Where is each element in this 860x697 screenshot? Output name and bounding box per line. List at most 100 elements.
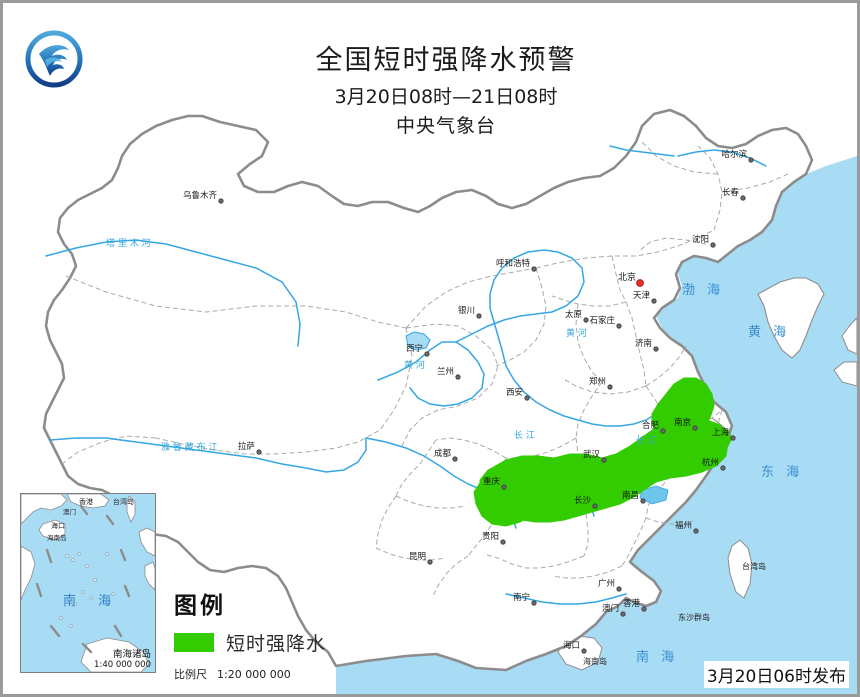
inset-graphic: 香港 台湾岛 澳门 海口 海南岛	[21, 494, 155, 672]
city-marker: 北京	[618, 271, 644, 287]
scale-value: 1:20 000 000	[217, 668, 291, 681]
city-dot	[531, 266, 537, 272]
capital-dot	[636, 279, 644, 287]
city-label: 乌鲁木齐	[183, 190, 218, 201]
city-label: 南昌	[622, 490, 639, 501]
sea-label: 渤 海	[682, 282, 724, 298]
city-dot	[640, 498, 646, 504]
forecast-period: 3月20日08时—21日08时	[334, 86, 558, 108]
city-dot	[641, 606, 647, 612]
city-marker: 香港	[623, 598, 647, 612]
city-dot	[424, 351, 430, 357]
city-label: 太原	[565, 309, 582, 320]
city-marker: 贵阳	[482, 531, 506, 545]
city-dot	[500, 539, 506, 545]
city-marker: 长春	[722, 187, 746, 201]
city-dot	[620, 611, 626, 617]
river-label: 长 江	[514, 429, 535, 441]
city-marker: 广州	[598, 578, 622, 592]
south-china-sea-inset: 香港 台湾岛 澳门 海口 海南岛 南 海 南海诸岛 1:40 000 000	[20, 493, 156, 673]
coast-detail	[711, 417, 735, 441]
city-dot	[616, 586, 622, 592]
warning-area-short-time-heavy-rain	[473, 377, 733, 527]
island-label: 台湾岛	[742, 561, 766, 571]
city-dot	[692, 425, 698, 431]
taiwan-island	[727, 539, 753, 599]
china-national-boundary	[42, 108, 814, 672]
legend-item-heavy-rain: 短时强降水	[174, 629, 404, 656]
city-dot	[660, 428, 666, 434]
city-dot	[616, 323, 622, 329]
city-label: 澳门	[602, 603, 619, 614]
river-label: 黄 河	[404, 359, 425, 371]
scale-label: 比例尺	[174, 668, 207, 681]
city-dot	[592, 503, 598, 509]
city-marker: 西安	[506, 387, 530, 401]
city-label: 天津	[633, 290, 651, 301]
inset-label-taiwan: 台湾岛	[113, 497, 134, 506]
city-label: 呼和浩特	[496, 258, 531, 269]
city-label: 拉萨	[238, 441, 256, 452]
city-dot	[455, 374, 461, 380]
river-label-layer: 塔 里 木 河雅 鲁 藏 布 江黄 河黄 河长 江长 江	[106, 237, 657, 453]
city-dot	[607, 384, 613, 390]
city-label: 哈尔滨	[721, 149, 747, 160]
city-dot	[256, 449, 262, 455]
city-dot	[730, 435, 736, 441]
city-label: 郑州	[589, 376, 606, 387]
city-marker: 合肥	[642, 420, 666, 434]
city-marker: 南昌	[622, 490, 646, 504]
city-dot	[581, 648, 587, 654]
city-label: 成都	[434, 448, 452, 459]
island-label: 东沙群岛	[678, 612, 710, 622]
city-dot	[710, 242, 716, 248]
city-dot	[601, 457, 607, 463]
city-label: 银川	[458, 305, 475, 316]
city-label: 石家庄	[589, 315, 615, 326]
city-marker: 南宁	[513, 592, 537, 606]
city-label: 西宁	[406, 343, 423, 354]
city-dot	[501, 484, 507, 490]
city-dot	[452, 456, 458, 462]
city-label: 上海	[712, 427, 730, 438]
city-dot	[427, 559, 433, 565]
river-label: 塔 里 木 河	[106, 237, 151, 249]
city-dot	[693, 528, 699, 534]
island-label: 海南岛	[583, 656, 607, 666]
city-label: 北京	[618, 271, 636, 283]
city-marker: 福州	[675, 520, 699, 534]
city-marker: 杭州	[702, 457, 726, 471]
city-marker: 沈阳	[692, 234, 716, 248]
city-marker: 天津	[633, 290, 657, 304]
city-marker: 澳门	[602, 603, 626, 617]
river-label: 长 江	[636, 434, 657, 446]
issuing-organization: 中央气象台	[395, 115, 496, 137]
city-label: 杭州	[702, 457, 719, 468]
city-label: 昆明	[409, 552, 426, 562]
city-marker: 重庆	[483, 476, 507, 490]
city-marker: 太原	[565, 309, 589, 323]
city-label: 贵阳	[482, 531, 499, 542]
city-marker: 上海	[712, 427, 736, 441]
city-dot	[720, 465, 726, 471]
city-marker: 郑州	[589, 376, 613, 390]
inset-scale: 1:40 000 000	[94, 660, 151, 670]
city-dot	[524, 395, 530, 401]
city-label: 沈阳	[692, 234, 709, 245]
city-label: 重庆	[483, 476, 501, 487]
city-label: 南宁	[513, 592, 530, 603]
city-marker: 长沙	[574, 495, 598, 509]
city-label: 武汉	[583, 449, 601, 460]
city-marker: 兰州	[437, 366, 461, 380]
inset-title: 南海诸岛	[112, 649, 151, 660]
japan-fragment	[841, 317, 857, 355]
city-marker: 成都	[434, 448, 458, 462]
city-marker: 呼和浩特	[496, 258, 537, 272]
sea-label: 东 海	[761, 465, 803, 480]
city-label: 南京	[674, 417, 691, 428]
city-marker: 拉萨	[238, 441, 262, 455]
city-dot	[218, 198, 224, 204]
